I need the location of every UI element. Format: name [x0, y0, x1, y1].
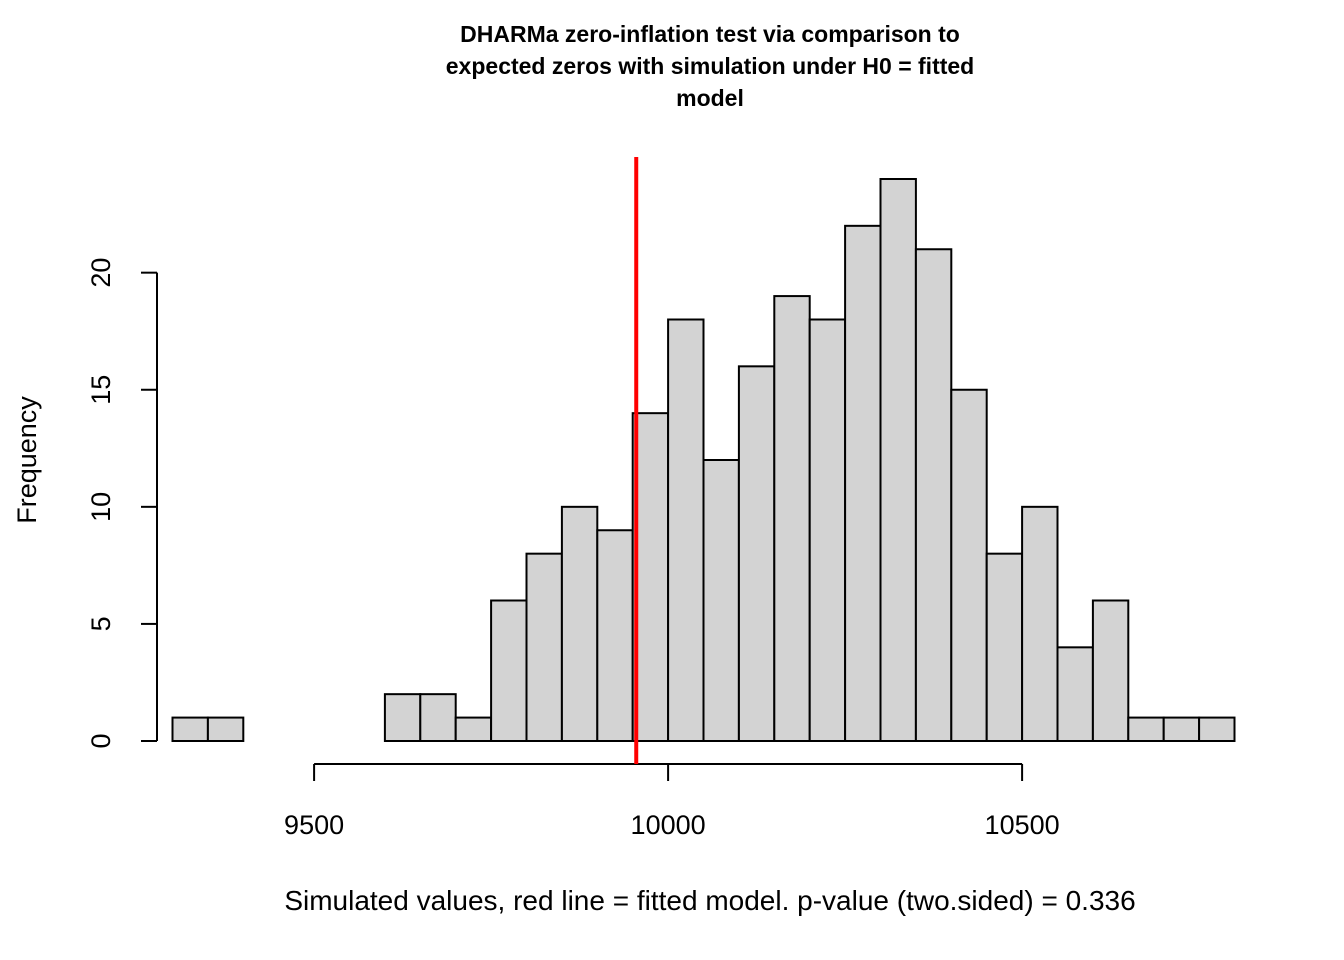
- histogram-bar: [985, 552, 1024, 743]
- x-axis: 9500 10000 10500: [284, 763, 1060, 840]
- histogram-bar: [1021, 505, 1059, 743]
- histogram-bar: [1091, 599, 1130, 742]
- y-axis-label: Frequency: [12, 396, 42, 524]
- histogram-bar: [1162, 716, 1201, 742]
- histogram-bar: [383, 693, 422, 743]
- histogram-bar: [773, 295, 811, 742]
- x-tick-label: 10000: [631, 810, 706, 840]
- x-tick-label: 10500: [985, 810, 1060, 840]
- chart-title: DHARMa zero-inflation test via compariso…: [446, 21, 974, 111]
- histogram-bar: [596, 529, 634, 742]
- histogram-bar: [702, 459, 740, 742]
- chart-title-line: DHARMa zero-inflation test via compariso…: [460, 21, 960, 47]
- histogram-bar: [844, 224, 882, 743]
- histogram-bar: [525, 552, 563, 743]
- x-tick-label: 9500: [284, 810, 344, 840]
- histogram-bar: [667, 318, 705, 742]
- histogram-bar: [560, 505, 599, 743]
- histogram-bar: [490, 599, 528, 742]
- histogram-bar: [1127, 716, 1165, 742]
- histogram-bar: [631, 412, 670, 742]
- histogram-bar: [879, 178, 917, 742]
- x-axis-label: Simulated values, red line = fitted mode…: [284, 885, 1135, 916]
- y-tick-label: 0: [86, 733, 116, 748]
- histogram-bar: [737, 365, 776, 742]
- y-tick-label: 15: [86, 375, 116, 405]
- histogram-bars: [171, 178, 1236, 743]
- histogram-bar: [808, 318, 847, 742]
- histogram-bar: [419, 693, 457, 743]
- chart-title-line: model: [676, 85, 744, 111]
- histogram-bar: [1198, 716, 1236, 742]
- histogram-bar: [1056, 646, 1094, 742]
- histogram-bar: [950, 388, 988, 742]
- histogram-bar: [206, 716, 245, 742]
- y-axis: 0 5 10 15 20: [86, 258, 158, 749]
- y-tick-label: 20: [86, 258, 116, 288]
- histogram-bar: [454, 716, 493, 742]
- y-tick-label: 10: [86, 492, 116, 522]
- histogram-bar: [914, 248, 953, 742]
- histogram-bar: [171, 716, 209, 742]
- chart-title-line: expected zeros with simulation under H0 …: [446, 53, 974, 79]
- y-tick-label: 5: [86, 616, 116, 631]
